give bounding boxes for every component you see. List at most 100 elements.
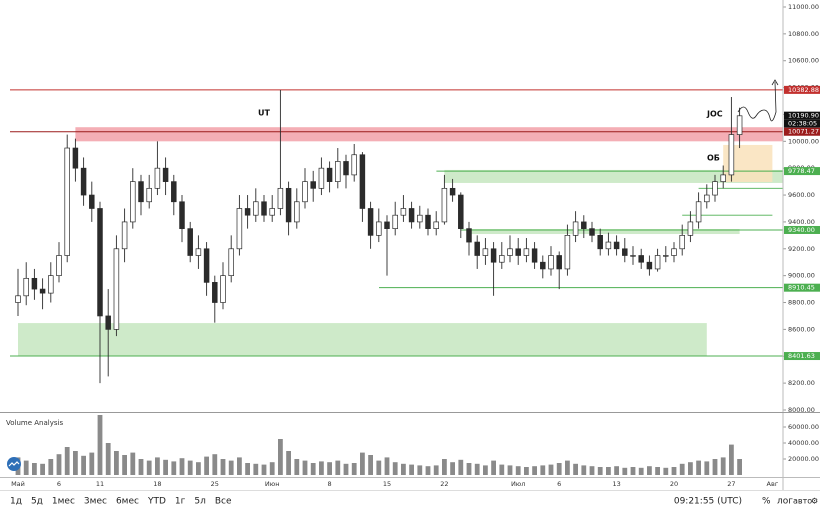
- volume-bar: [64, 447, 70, 475]
- volume-bar: [294, 459, 300, 475]
- candle-body: [310, 181, 316, 189]
- y-tick-label: 8800.00: [788, 299, 815, 307]
- candle-body: [318, 167, 325, 189]
- volume-bar: [565, 460, 570, 475]
- volume-bar: [360, 452, 365, 475]
- candle-body: [56, 255, 62, 277]
- x-tick-label: 6: [557, 480, 561, 488]
- scale-option[interactable]: авто: [793, 497, 812, 506]
- candle-body: [531, 248, 538, 263]
- y-tick-label: 9400.00: [788, 218, 815, 226]
- settings-icon[interactable]: ⚙: [811, 497, 818, 506]
- candle-body: [548, 255, 554, 270]
- volume-bar: [532, 466, 537, 475]
- candle-body: [466, 228, 472, 243]
- volume-bar: [384, 457, 390, 475]
- candle-body: [376, 221, 382, 236]
- volume-bar: [237, 457, 242, 475]
- candle-body: [105, 315, 111, 330]
- x-tick-label: Авг: [767, 480, 779, 488]
- y-tick-label: 10600.00: [788, 57, 819, 65]
- y-tick-label: 9000.00: [788, 272, 815, 280]
- candle-body: [138, 181, 144, 203]
- candle-body: [220, 275, 226, 303]
- candle-body: [482, 248, 489, 256]
- candle-body: [23, 277, 29, 297]
- volume-tick-label: 40000.00: [788, 439, 819, 447]
- candle-body: [572, 221, 579, 236]
- x-tick-label: 15: [383, 480, 391, 488]
- range-button[interactable]: 1г: [175, 497, 186, 507]
- level-label: 8401.63: [788, 352, 815, 360]
- x-tick-label: 18: [153, 480, 161, 488]
- candle-body: [564, 235, 571, 270]
- candle-body: [499, 255, 505, 263]
- candle-body: [48, 275, 54, 294]
- candle-body: [277, 187, 284, 209]
- y-tick-label: 8600.00: [788, 325, 815, 333]
- x-tick-label: 27: [727, 480, 735, 488]
- level-label: 10190.90: [788, 112, 819, 120]
- range-button[interactable]: 1мес: [52, 497, 75, 507]
- range-button[interactable]: YTD: [147, 497, 166, 507]
- range-button[interactable]: 1д: [10, 497, 22, 507]
- level-label: 10382.88: [788, 86, 819, 94]
- volume-bar: [655, 467, 660, 475]
- candle-body: [154, 167, 161, 189]
- volume-bar: [614, 466, 619, 475]
- zone: [75, 127, 783, 142]
- candle-body: [146, 187, 152, 203]
- x-tick-label: 13: [612, 480, 620, 488]
- candle-body: [458, 194, 464, 229]
- volume-bar: [23, 460, 29, 475]
- annotation: UT: [258, 109, 270, 118]
- candle-body: [449, 187, 456, 196]
- candle-body: [162, 167, 169, 182]
- volume-bar: [278, 439, 283, 475]
- volume-bar: [368, 455, 373, 475]
- candle-body: [212, 282, 218, 303]
- volume-tick-label: 60000.00: [788, 423, 819, 431]
- candle-body: [613, 241, 620, 250]
- candle-body: [441, 187, 448, 223]
- volume-bar: [97, 415, 103, 475]
- y-tick-label: 10000.00: [788, 137, 819, 145]
- level-tag: [784, 167, 820, 176]
- volume-bar: [663, 467, 669, 475]
- candle-body: [335, 161, 341, 182]
- volume-bar: [729, 444, 734, 475]
- volume-bar: [171, 461, 177, 475]
- volume-bar: [343, 463, 349, 475]
- range-button[interactable]: 5л: [194, 497, 205, 507]
- countdown-tag: [784, 119, 820, 128]
- candle-body: [392, 214, 398, 229]
- candle-body: [80, 167, 87, 196]
- volume-bar: [417, 465, 423, 475]
- range-button[interactable]: 5д: [31, 497, 43, 507]
- volume-bar: [130, 452, 136, 475]
- scale-option[interactable]: %: [762, 497, 771, 507]
- candle-body: [712, 181, 718, 196]
- scale-option[interactable]: лог: [777, 497, 793, 507]
- candle-body: [179, 201, 185, 229]
- y-tick-label: 8000.00: [788, 406, 815, 414]
- candle-body: [400, 208, 407, 216]
- logo[interactable]: [7, 457, 21, 471]
- candle-body: [597, 235, 603, 250]
- candle-body: [195, 248, 202, 256]
- level-tag: [784, 85, 820, 94]
- annotation: JOC: [706, 110, 723, 119]
- annotation: ОБ: [707, 154, 720, 163]
- volume-bar: [704, 461, 710, 475]
- volume-bar: [146, 460, 152, 475]
- range-button[interactable]: 6мес: [116, 497, 139, 507]
- range-button[interactable]: 3мес: [84, 497, 107, 507]
- volume-bar: [491, 460, 496, 475]
- volume-bar: [442, 459, 447, 475]
- range-button[interactable]: Все: [215, 497, 232, 507]
- volume-bar: [712, 459, 718, 475]
- volume-bar: [253, 463, 259, 475]
- volume-bar: [327, 462, 332, 475]
- volume-bar: [220, 459, 226, 475]
- candle-body: [113, 248, 120, 330]
